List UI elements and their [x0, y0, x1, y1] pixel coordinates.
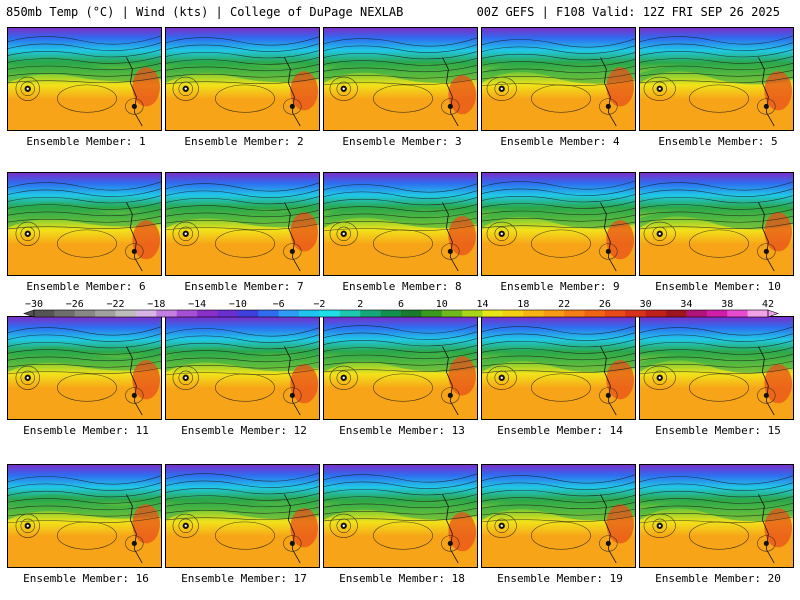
forecast-valid-time: 00Z GEFS | F108 Valid: 12Z FRI SEP 26 20… [476, 5, 780, 19]
colorbar-swatch [258, 310, 279, 317]
colorbar-swatch [482, 310, 504, 317]
colorbar-swatch [115, 310, 137, 317]
colorbar-swatch [502, 310, 524, 317]
ensemble-member-label: Ensemble Member: 15 [655, 424, 781, 437]
colorbar-tick-label: 26 [599, 299, 611, 310]
colorbar-swatch [380, 310, 402, 317]
ensemble-member-label: Ensemble Member: 5 [658, 135, 778, 148]
ensemble-member-map [481, 464, 636, 568]
colorbar-tick-label: 18 [517, 299, 529, 310]
colorbar-tick-label: 34 [680, 299, 692, 310]
ensemble-member-map [7, 316, 162, 420]
ensemble-member-map [323, 172, 478, 276]
colorbar-tick-label: 14 [477, 299, 489, 310]
colorbar-swatch [156, 310, 178, 317]
ensemble-member-map [639, 27, 794, 131]
colorbar-tick-label: −18 [147, 299, 165, 310]
colorbar-swatch [645, 310, 667, 317]
colorbar-swatch [319, 310, 341, 317]
ensemble-member-label: Ensemble Member: 17 [181, 572, 307, 585]
colorbar-tick-label: 6 [398, 299, 404, 310]
colorbar-tick-label: 2 [357, 299, 363, 310]
colorbar-swatch [727, 310, 748, 317]
colorbar-swatch [523, 310, 545, 317]
ensemble-member-label: Ensemble Member: 2 [184, 135, 304, 148]
ensemble-member-map [7, 464, 162, 568]
ensemble-member-label: Ensemble Member: 14 [497, 424, 623, 437]
colorbar-tick-label: −22 [107, 299, 125, 310]
ensemble-member-map [481, 172, 636, 276]
colorbar-swatch [197, 310, 218, 317]
colorbar-tick-label: −6 [273, 299, 285, 310]
colorbar-swatch [604, 310, 626, 317]
colorbar-swatch [706, 310, 728, 317]
colorbar-swatch [625, 310, 646, 317]
colorbar-swatch [564, 310, 585, 317]
colorbar-tick-label: 22 [558, 299, 570, 310]
ensemble-member-map [165, 316, 320, 420]
ensemble-member-map [323, 27, 478, 131]
ensemble-member-map [7, 27, 162, 131]
colorbar-swatch [95, 310, 116, 317]
ensemble-member-label: Ensemble Member: 7 [184, 280, 304, 293]
map-title: 850mb Temp (°C) | Wind (kts) | College o… [6, 5, 404, 19]
ensemble-member-label: Ensemble Member: 16 [23, 572, 149, 585]
ensemble-member-map [481, 27, 636, 131]
ensemble-member-map [7, 172, 162, 276]
colorbar-swatch [54, 310, 76, 317]
ensemble-member-label: Ensemble Member: 18 [339, 572, 465, 585]
ensemble-member-map [165, 27, 320, 131]
colorbar-swatch [441, 310, 463, 317]
colorbar-swatch [135, 310, 157, 317]
colorbar-swatch [462, 310, 483, 317]
temperature-colorbar: −30 −26 −22 −18 −14 −10 −6 −2 2 6 10 14 18 22 26 30 34 38… [23, 299, 779, 318]
ensemble-member-map [323, 316, 478, 420]
ensemble-member-label: Ensemble Member: 9 [500, 280, 620, 293]
ensemble-member-map [323, 464, 478, 568]
colorbar-tick-label: −10 [229, 299, 247, 310]
ensemble-member-label: Ensemble Member: 20 [655, 572, 781, 585]
colorbar-tick-label: 30 [640, 299, 652, 310]
colorbar-tick-label: −26 [66, 299, 84, 310]
colorbar-swatch [237, 310, 259, 317]
ensemble-member-label: Ensemble Member: 8 [342, 280, 462, 293]
colorbar-swatch [666, 310, 687, 317]
ensemble-member-label: Ensemble Member: 10 [655, 280, 781, 293]
colorbar-tick-label: −14 [188, 299, 206, 310]
ensemble-member-map [165, 172, 320, 276]
colorbar-swatch [74, 310, 96, 317]
ensemble-member-label: Ensemble Member: 11 [23, 424, 149, 437]
ensemble-member-map [481, 316, 636, 420]
colorbar-swatch [299, 310, 320, 317]
colorbar-swatch [686, 310, 708, 317]
colorbar-swatch [34, 310, 55, 317]
ensemble-member-map [639, 172, 794, 276]
ensemble-member-map [639, 316, 794, 420]
colorbar-swatch [747, 310, 769, 317]
ensemble-member-label: Ensemble Member: 3 [342, 135, 462, 148]
colorbar-tick-label: 10 [436, 299, 448, 310]
ensemble-member-label: Ensemble Member: 6 [26, 280, 146, 293]
colorbar-swatch [421, 310, 443, 317]
colorbar-tick-label: −30 [25, 299, 43, 310]
colorbar-swatch [278, 310, 300, 317]
colorbar-swatch [543, 310, 565, 317]
ensemble-member-map [639, 464, 794, 568]
ensemble-member-label: Ensemble Member: 4 [500, 135, 620, 148]
colorbar-swatch [584, 310, 606, 317]
ensemble-member-label: Ensemble Member: 13 [339, 424, 465, 437]
colorbar-tick-label: 42 [762, 299, 774, 310]
ensemble-member-label: Ensemble Member: 19 [497, 572, 623, 585]
colorbar-tick-label: −2 [313, 299, 325, 310]
ensemble-member-label: Ensemble Member: 12 [181, 424, 307, 437]
colorbar-swatch [401, 310, 422, 317]
colorbar-swatch [217, 310, 239, 317]
colorbar-tick-label: 38 [721, 299, 733, 310]
colorbar-swatch [360, 310, 381, 317]
ensemble-member-label: Ensemble Member: 1 [26, 135, 146, 148]
colorbar-swatch [176, 310, 198, 317]
ensemble-member-map [165, 464, 320, 568]
colorbar-swatch [339, 310, 361, 317]
